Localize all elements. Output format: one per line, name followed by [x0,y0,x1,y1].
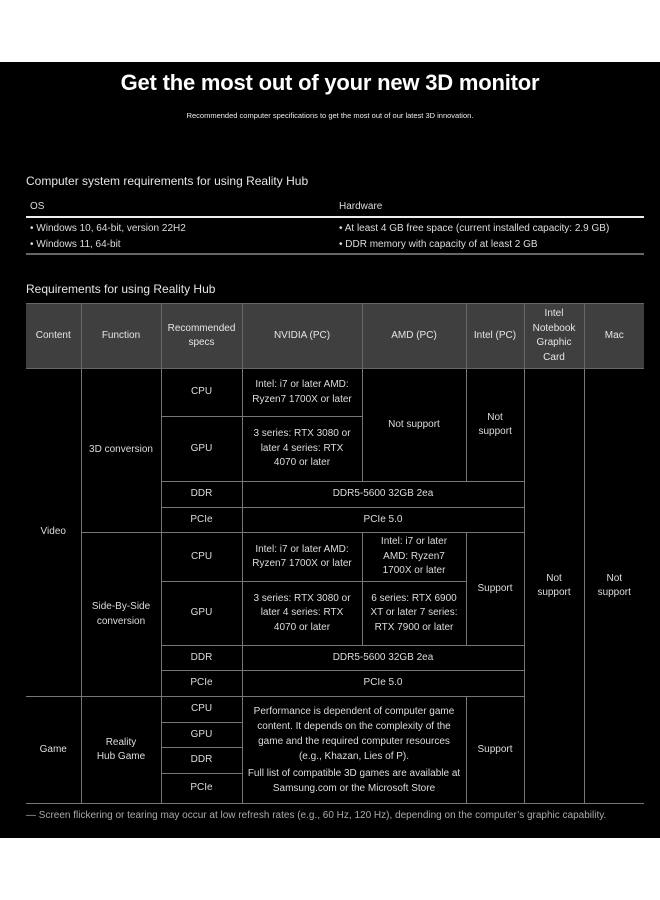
content-game: Game [26,696,82,804]
page-subtitle: Recommended computer specifications to g… [186,111,474,120]
spec-gpu: GPU [161,722,243,748]
nvidia-cpu: Intel: i7 or later AMD: Ryzen7 1700X or … [241,368,363,417]
spec-gpu: GPU [161,416,243,482]
hardware-item: • DDR memory with capacity of at least 2… [339,239,538,250]
os-item: • Windows 11, 64-bit [30,239,121,250]
system-requirements-table: OS Hardware • Windows 10, 64-bit, versio… [26,201,644,255]
requirements-table: Content Function Recommended specs NVIDI… [26,303,644,804]
amd-gpu: 6 series: RTX 6900 XT or later 7 series:… [361,581,467,646]
nvidia-gpu: 3 series: RTX 3080 or later 4 series: RT… [241,416,363,482]
col-intel: Intel (PC) [465,303,525,369]
intel-sbs: Support [465,532,525,646]
spec-pcie: PCIe [161,507,243,533]
function-sbs: Side-By-Side conversion [81,532,162,697]
function-3d: 3D conversion [80,368,162,533]
spec-gpu: GPU [161,581,243,646]
spec-panel: Get the most out of your new 3D monitor … [0,62,660,838]
spec-pcie: PCIe [161,670,243,697]
notebook-value: Not support [523,368,585,804]
col-function: Function [80,303,162,369]
hardware-item: • At least 4 GB free space (current inst… [339,223,610,234]
performance-text: Performance is dependent of computer gam… [253,706,455,762]
ddr-value: DDR5-5600 32GB 2ea [241,645,525,671]
spec-pcie: PCIe [161,773,243,804]
game-list-text: Full list of compatible 3D games are ava… [247,768,461,794]
nvidia-cpu: Intel: i7 or later AMD: Ryzen7 1700X or … [241,532,363,582]
intel-3d: Not support [465,368,525,482]
system-heading: Computer system requirements for using R… [26,174,309,188]
spec-ddr: DDR [161,481,243,508]
page-title: Get the most out of your new 3D monitor [120,70,540,95]
requirements-heading: Requirements for using Reality Hub [26,282,216,296]
ddr-value: DDR5-5600 32GB 2ea [241,481,525,508]
col-mac: Mac [583,303,644,369]
col-amd: AMD (PC) [361,303,467,369]
spec-cpu: CPU [160,532,243,582]
function-game: Reality Hub Game [80,696,162,804]
spec-cpu: CPU [160,696,243,723]
game-performance: Performance is dependent of computer gam… [241,696,467,804]
intel-game: Support [465,696,525,804]
amd-cpu: Intel: i7 or later AMD: Ryzen7 1700X or … [361,532,467,582]
pcie-value: PCIe 5.0 [241,507,525,533]
hardware-header: Hardware [339,201,383,212]
col-content: Content [26,303,82,369]
spec-ddr: DDR [161,645,243,671]
content-video: Video [26,368,82,697]
mac-value: Not support [583,368,644,804]
footnote: — Screen flickering or tearing may occur… [26,810,607,821]
col-intel-notebook: Intel Notebook Graphic Card [523,303,585,369]
pcie-value: PCIe 5.0 [241,670,525,697]
col-nvidia: NVIDIA (PC) [241,303,363,369]
os-header: OS [30,201,45,212]
nvidia-gpu: 3 series: RTX 3080 or later 4 series: RT… [241,581,363,646]
spec-ddr: DDR [161,747,243,774]
os-item: • Windows 10, 64-bit, version 22H2 [30,223,186,234]
col-specs: Recommended specs [160,303,243,369]
spec-cpu: CPU [160,368,243,417]
amd-3d: Not support [361,368,467,482]
